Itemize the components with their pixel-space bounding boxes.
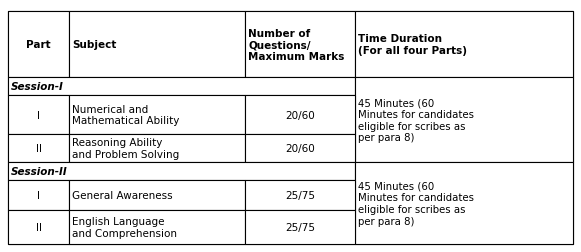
Bar xyxy=(8,78,356,96)
Text: 25/75: 25/75 xyxy=(285,191,315,201)
Bar xyxy=(356,12,573,78)
Text: Number of
Questions/
Maximum Marks: Number of Questions/ Maximum Marks xyxy=(248,28,345,61)
Text: 25/75: 25/75 xyxy=(285,222,315,232)
Text: II: II xyxy=(35,222,41,232)
Bar xyxy=(8,210,69,244)
Bar xyxy=(69,210,245,244)
Text: English Language
and Comprehension: English Language and Comprehension xyxy=(72,216,177,238)
Text: Part: Part xyxy=(26,40,51,50)
Text: Subject: Subject xyxy=(72,40,116,50)
Bar xyxy=(8,96,69,134)
Text: 20/60: 20/60 xyxy=(285,110,315,120)
Text: Time Duration
(For all four Parts): Time Duration (For all four Parts) xyxy=(358,34,468,56)
Text: I: I xyxy=(37,110,40,120)
Text: 45 Minutes (60
Minutes for candidates
eligible for scribes as
per para 8): 45 Minutes (60 Minutes for candidates el… xyxy=(358,98,475,143)
Bar xyxy=(245,12,356,78)
Bar xyxy=(8,12,69,78)
Text: 20/60: 20/60 xyxy=(285,144,315,153)
Bar xyxy=(245,134,356,163)
Bar xyxy=(356,78,573,163)
Text: Numerical and
Mathematical Ability: Numerical and Mathematical Ability xyxy=(72,104,180,126)
Text: 45 Minutes (60
Minutes for candidates
eligible for scribes as
per para 8): 45 Minutes (60 Minutes for candidates el… xyxy=(358,181,475,226)
Bar xyxy=(245,210,356,244)
Bar xyxy=(245,181,356,210)
Text: Session-II: Session-II xyxy=(11,167,68,177)
Bar xyxy=(356,163,573,244)
Text: General Awareness: General Awareness xyxy=(72,191,173,201)
Bar xyxy=(8,134,69,163)
Text: Session-I: Session-I xyxy=(11,82,64,92)
Bar xyxy=(69,181,245,210)
Bar xyxy=(69,134,245,163)
Text: Reasoning Ability
and Problem Solving: Reasoning Ability and Problem Solving xyxy=(72,138,180,159)
Text: I: I xyxy=(37,191,40,201)
Bar xyxy=(69,96,245,134)
Bar xyxy=(8,163,356,181)
Bar xyxy=(8,181,69,210)
Bar xyxy=(69,12,245,78)
Bar xyxy=(245,96,356,134)
Text: II: II xyxy=(35,144,41,153)
